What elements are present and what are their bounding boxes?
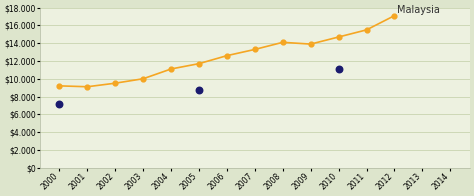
Text: Malaysia: Malaysia xyxy=(397,5,440,15)
Point xyxy=(55,102,63,105)
Point xyxy=(363,28,370,31)
Point xyxy=(307,43,314,46)
Point xyxy=(139,77,147,80)
Point xyxy=(279,41,287,44)
Point xyxy=(251,48,259,51)
Point xyxy=(195,89,203,92)
Point xyxy=(55,84,63,87)
Point xyxy=(335,35,342,39)
Point xyxy=(195,62,203,65)
Point xyxy=(83,85,91,88)
Point xyxy=(335,67,342,71)
Point xyxy=(111,82,119,85)
Point xyxy=(223,54,231,57)
Point xyxy=(167,67,175,71)
Point xyxy=(391,14,398,17)
